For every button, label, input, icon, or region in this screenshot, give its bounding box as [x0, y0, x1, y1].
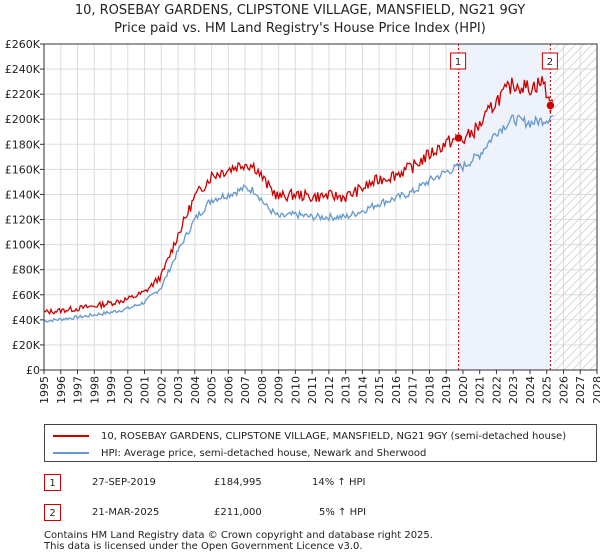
title-line-2: Price paid vs. HM Land Registry's House …: [114, 21, 486, 36]
x-tick-label: 2012: [323, 376, 336, 404]
price-swatch-icon: [53, 435, 89, 437]
x-tick-label: 2010: [289, 376, 302, 404]
plot-frame: [43, 43, 598, 371]
x-tick-label: 2014: [356, 376, 369, 404]
y-tick-label: £140K: [5, 188, 41, 201]
transaction-date: 27-SEP-2019: [92, 477, 156, 488]
x-tick-label: 2019: [440, 376, 453, 404]
x-tick-label: 1999: [105, 376, 118, 404]
legend-hpi-label: HPI: Average price, semi-detached house,…: [101, 447, 427, 459]
x-tick-label: 2000: [122, 376, 135, 404]
annotation-box: [541, 52, 558, 70]
price-series-line: [44, 76, 555, 316]
x-tick-label: 2015: [373, 376, 386, 404]
x-tick-label: 2022: [490, 376, 503, 404]
transaction-price: £211,000: [214, 507, 262, 518]
transaction-badge: 2: [44, 504, 61, 521]
hpi-swatch-icon: [53, 452, 89, 454]
transaction-price: £184,995: [214, 477, 262, 488]
footer-licence: This data is licensed under the Open Gov…: [44, 541, 363, 552]
transaction-badge: 1: [44, 474, 61, 491]
transaction-hpi: 14% ↑ HPI: [312, 477, 366, 488]
x-tick-label: 2026: [557, 376, 570, 404]
x-tick-label: 2016: [390, 376, 403, 404]
y-tick-label: £260K: [5, 38, 41, 51]
x-tick-label: 2003: [172, 376, 185, 404]
x-tick-label: 2004: [189, 376, 202, 404]
annotation-box: [450, 52, 467, 70]
footer: Contains HM Land Registry data © Crown c…: [44, 530, 433, 552]
annotation-label: 1: [455, 57, 461, 68]
legend: 10, ROSEBAY GARDENS, CLIPSTONE VILLAGE, …: [44, 424, 597, 462]
x-tick-label: 1998: [88, 376, 101, 404]
price-chart: £0 £20K £40K £60K £80K £100K £120K £140K £160K £1…: [5, 38, 600, 404]
y-tick-label: £80K: [12, 264, 41, 277]
series-lines: [44, 76, 555, 323]
transaction-date: 21-MAR-2025: [92, 507, 160, 518]
y-tick-label: £200K: [5, 113, 41, 126]
x-tick-label: 2002: [155, 376, 168, 404]
y-tick-label: £120K: [5, 214, 41, 227]
x-tick-label: 2024: [524, 376, 537, 404]
hpi-series-line: [44, 114, 554, 323]
bands: [458, 44, 597, 370]
y-tick-label: £180K: [5, 138, 41, 151]
x-tick-label: 2007: [239, 376, 252, 404]
sale-point: [454, 133, 463, 143]
x-tick-label: 2011: [306, 376, 319, 404]
x-tick-label: 2028: [591, 376, 600, 404]
y-tick-label: £220K: [5, 88, 41, 101]
x-tick-label: 2023: [507, 376, 520, 404]
x-tick-label: 2017: [407, 376, 420, 404]
x-tick-label: 2020: [457, 376, 470, 404]
x-tick-label: 2008: [256, 376, 269, 404]
x-tick-label: 2005: [206, 376, 219, 404]
y-tick-label: £20K: [12, 339, 41, 352]
sale-point: [546, 101, 555, 110]
x-tick-label: 1995: [38, 376, 51, 404]
transaction-hpi: 5% ↑ HPI: [319, 507, 367, 518]
y-tick-label: £60K: [12, 289, 41, 302]
y-tick-label: £160K: [5, 163, 41, 176]
x-tick-label: 2009: [273, 376, 286, 404]
transaction-row: 2 21-MAR-2025 £211,000 5% ↑ HPI: [44, 504, 597, 524]
ownership-band: [458, 44, 551, 370]
title-line-1: 10, ROSEBAY GARDENS, CLIPSTONE VILLAGE, …: [74, 3, 526, 18]
y-tick-label: £100K: [5, 239, 41, 252]
legend-item-hpi: HPI: Average price, semi-detached house,…: [53, 445, 426, 461]
x-tick-label: 2027: [574, 376, 587, 404]
y-tick-label: £0: [26, 364, 40, 377]
x-tick-label: 2013: [340, 376, 353, 404]
transaction-row: 1 27-SEP-2019 £184,995 14% ↑ HPI: [44, 474, 597, 494]
chart-title: 10, ROSEBAY GARDENS, CLIPSTONE VILLAGE, …: [0, 2, 600, 38]
forecast-hatch: [553, 44, 597, 370]
y-tick-label: £40K: [12, 314, 41, 327]
axes: £0 £20K £40K £60K £80K £100K £120K £140K £160K £1…: [5, 38, 600, 404]
x-tick-label: 2021: [474, 376, 487, 404]
x-tick-label: 2025: [541, 376, 554, 404]
y-tick-label: £240K: [5, 63, 41, 76]
x-tick-label: 1997: [72, 376, 85, 404]
legend-item-price: 10, ROSEBAY GARDENS, CLIPSTONE VILLAGE, …: [53, 428, 566, 444]
x-tick-label: 2018: [423, 376, 436, 404]
annotation-label: 2: [547, 57, 553, 68]
legend-price-label: 10, ROSEBAY GARDENS, CLIPSTONE VILLAGE, …: [101, 430, 567, 442]
x-tick-label: 2006: [222, 376, 235, 404]
x-tick-label: 2001: [139, 376, 152, 404]
x-tick-label: 1996: [55, 376, 68, 404]
footer-copyright: Contains HM Land Registry data © Crown c…: [44, 530, 433, 541]
